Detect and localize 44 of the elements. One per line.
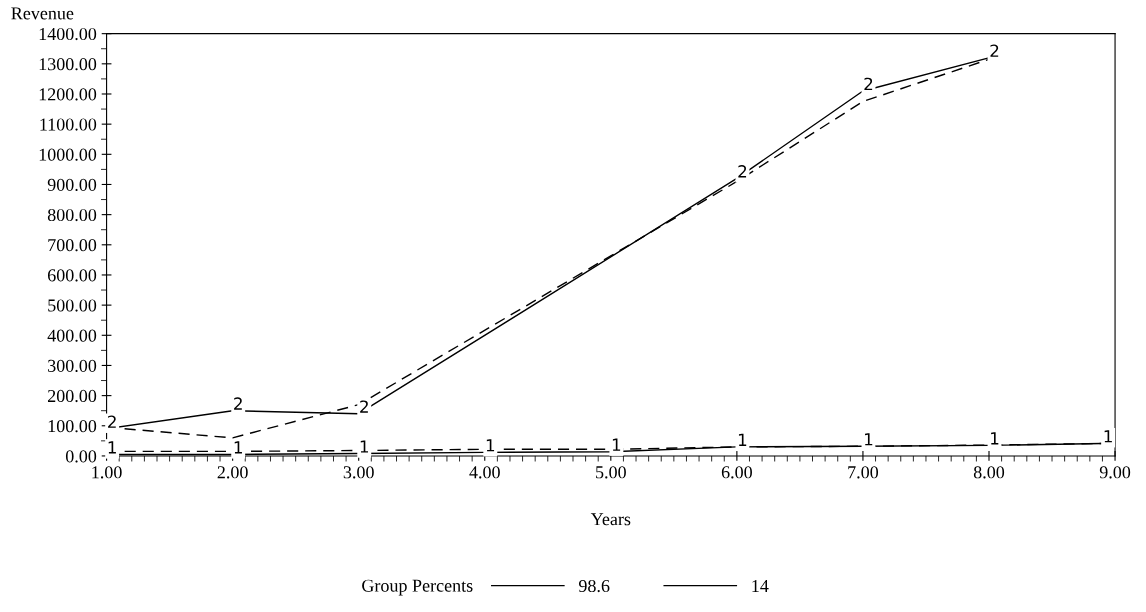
y-tick-label: 400.00 [47,329,97,342]
annotation: 1 [486,439,495,452]
x-tick-label: 3.00 [343,466,374,479]
annotation: 1 [360,440,369,453]
legend-label: 98.6 [578,579,610,593]
annotation: 2 [738,165,747,178]
y-tick-label: 600.00 [47,269,97,282]
y-tick-label: 900.00 [47,178,97,191]
y-tick-label: 800.00 [47,208,97,222]
y-tick-label: 1400.00 [39,27,97,41]
y-tick-label: 1000.00 [39,148,97,161]
y-tick-label: 700.00 [48,239,97,252]
x-tick-label: 4.00 [469,466,500,479]
x-tick-label: 1.00 [92,466,122,479]
legend-title: Group Percents [362,579,473,596]
x-axis-title: Years [590,513,631,526]
annotation: 2 [990,44,999,57]
annotation: 2 [108,415,116,428]
annotation: 1 [108,441,116,454]
x-tick-label: 9.00 [1099,466,1131,479]
y-tick-label: 1300.00 [39,58,97,71]
x-tick-label: 5.00 [596,466,626,479]
annotation: 1 [991,432,999,445]
y-tick-label: 1100.00 [40,118,97,131]
y-tick-label: 0.00 [65,450,97,463]
y-axis-title: Revenue [11,7,74,20]
legend-label: 14 [752,579,769,592]
x-tick-label: 2.00 [217,466,248,479]
y-tick-label: 300.00 [48,359,97,372]
annotation: 1 [738,433,747,446]
annotation: 2 [234,397,242,410]
y-tick-label: 1200.00 [39,88,97,101]
x-tick-label: 6.00 [721,466,752,479]
y-tick-label: 500.00 [48,299,97,312]
y-tick-label: 100.00 [48,420,97,433]
annotation: 2 [360,400,368,413]
y-tick-label: 200.00 [48,389,97,403]
annotation: 1 [234,441,242,454]
x-tick-label: 8.00 [973,466,1005,479]
annotation: 2 [864,77,873,91]
annotation: 1 [1104,430,1112,443]
x-tick-label: 7.00 [848,466,879,479]
annotation: 1 [612,438,621,451]
annotation: 1 [865,433,873,446]
